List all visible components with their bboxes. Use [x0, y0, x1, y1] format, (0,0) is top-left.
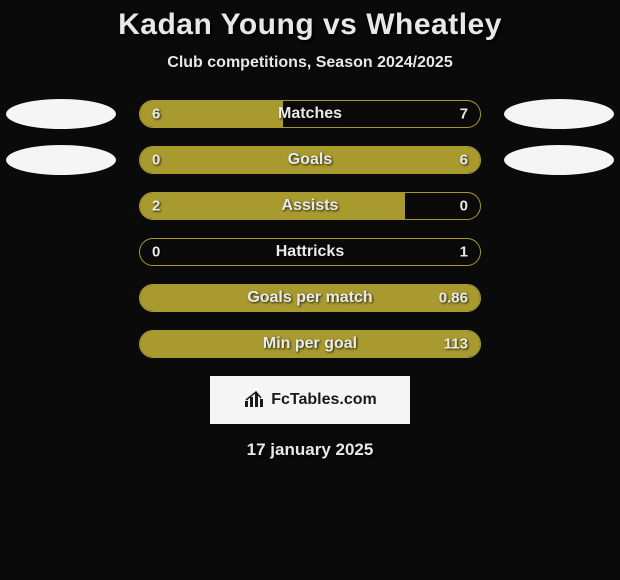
- stat-value-right: 1: [460, 244, 468, 261]
- stat-label: Hattricks: [140, 243, 480, 261]
- stat-bar: Min per goal113: [139, 330, 481, 358]
- stat-value-left: 0: [152, 244, 160, 261]
- stat-row: 6Matches7: [0, 100, 620, 128]
- subtitle: Club competitions, Season 2024/2025: [0, 54, 620, 72]
- stat-row: Min per goal113: [0, 330, 620, 358]
- stat-value-right: 7: [460, 106, 468, 123]
- brand-badge[interactable]: FcTables.com: [210, 376, 410, 424]
- brand-text: FcTables.com: [271, 391, 377, 409]
- player-photo-left: [6, 145, 116, 175]
- bar-fill-left: [140, 147, 201, 173]
- stat-value-right: 0: [460, 198, 468, 215]
- stat-bar: 6Matches7: [139, 100, 481, 128]
- stat-row: 0Hattricks1: [0, 238, 620, 266]
- bar-fill-left: [140, 285, 480, 311]
- comparison-infographic: Kadan Young vs Wheatley Club competition…: [0, 0, 620, 460]
- stat-row: 2Assists0: [0, 192, 620, 220]
- chart-area: 6Matches70Goals62Assists00Hattricks1Goal…: [0, 100, 620, 358]
- player-photo-left: [6, 99, 116, 129]
- player-photo-right: [504, 99, 614, 129]
- page-title: Kadan Young vs Wheatley: [0, 8, 620, 42]
- stat-bar: 0Goals6: [139, 146, 481, 174]
- player-photo-right: [504, 145, 614, 175]
- stat-bar: 2Assists0: [139, 192, 481, 220]
- stat-bar: 0Hattricks1: [139, 238, 481, 266]
- bar-fill-left: [140, 331, 480, 357]
- stat-row: 0Goals6: [0, 146, 620, 174]
- bar-fill-left: [140, 101, 283, 127]
- bar-chart-icon: [243, 391, 265, 409]
- bar-fill-left: [140, 193, 405, 219]
- stat-row: Goals per match0.86: [0, 284, 620, 312]
- bar-fill-right: [201, 147, 480, 173]
- date-label: 17 january 2025: [0, 440, 620, 460]
- stat-bar: Goals per match0.86: [139, 284, 481, 312]
